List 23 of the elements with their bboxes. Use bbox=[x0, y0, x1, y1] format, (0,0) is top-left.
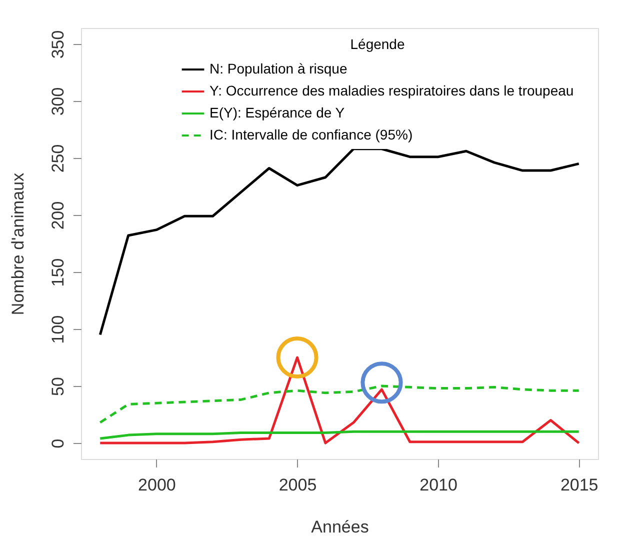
y-tick-label: 150 bbox=[48, 258, 68, 287]
legend-title: Légende bbox=[350, 36, 405, 52]
legend-label: N: Population à risque bbox=[210, 60, 348, 76]
y-tick-label: 350 bbox=[48, 30, 68, 59]
y-tick-label: 0 bbox=[48, 438, 68, 448]
y-axis-title: Nombre d'animaux bbox=[8, 172, 28, 316]
y-tick-label: 300 bbox=[48, 87, 68, 116]
legend-label: IC: Intervalle de confiance (95%) bbox=[210, 126, 413, 142]
x-tick-label: 2000 bbox=[138, 476, 176, 494]
x-tick-label: 2010 bbox=[420, 476, 458, 494]
legend-label: E(Y): Espérance de Y bbox=[210, 104, 346, 120]
line-series bbox=[98, 430, 580, 440]
y-tick-label: 250 bbox=[48, 144, 68, 173]
x-tick-label: 2005 bbox=[278, 476, 317, 494]
line-series bbox=[98, 356, 580, 444]
y-tick-label: 200 bbox=[48, 201, 68, 230]
line-series bbox=[98, 148, 580, 336]
x-tick-label: 2015 bbox=[560, 476, 598, 494]
y-tick-label: 50 bbox=[48, 377, 68, 396]
x-axis-title: Années bbox=[311, 518, 369, 536]
legend-label: Y: Occurrence des maladies respiratoires dans le troupeau bbox=[210, 82, 574, 98]
y-tick-label: 100 bbox=[48, 315, 68, 344]
line-series bbox=[98, 384, 580, 424]
